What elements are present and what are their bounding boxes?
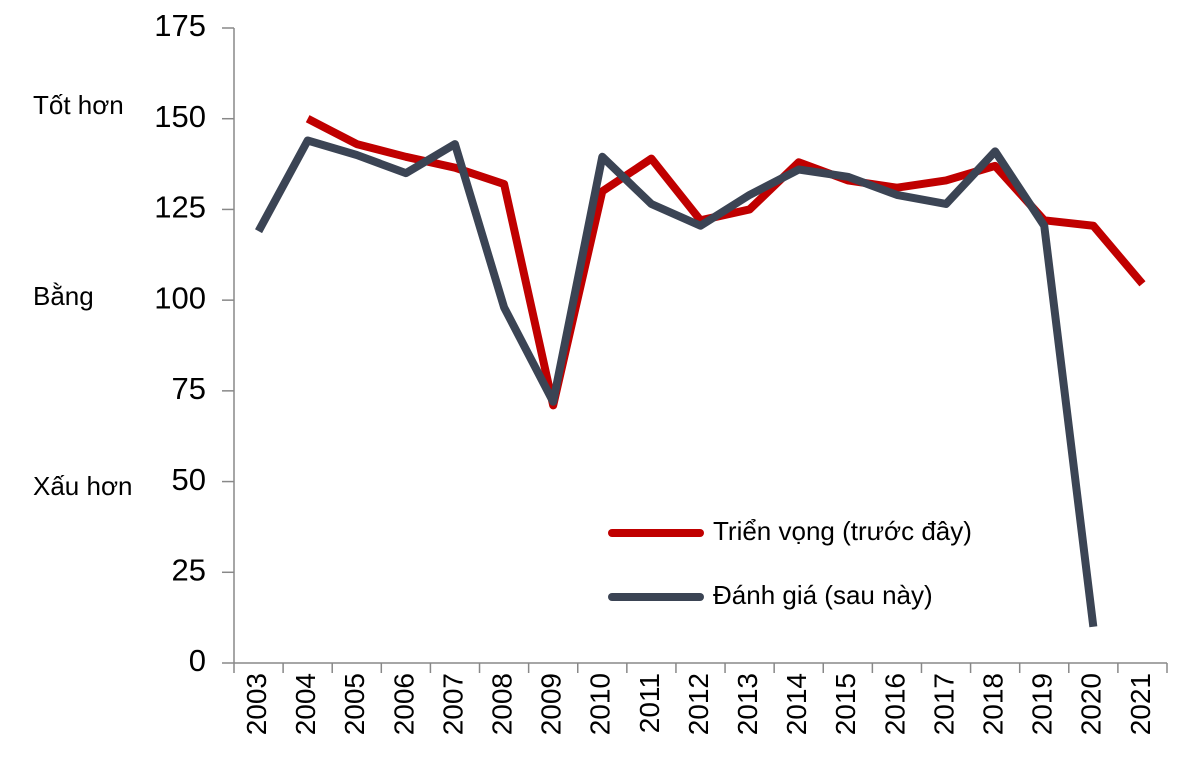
x-tick-label: 2020: [1076, 673, 1107, 735]
y-tick-label: 50: [172, 462, 206, 497]
x-tick-label: 2016: [879, 673, 910, 735]
x-tick-label: 2021: [1125, 673, 1156, 735]
x-tick-label: 2018: [978, 673, 1009, 735]
legend-label: Triển vọng (trước đây): [713, 516, 972, 546]
y-tick-label: 125: [154, 190, 206, 225]
x-tick-label: 2004: [290, 673, 321, 735]
y-tick-label: 0: [189, 643, 206, 678]
y-tick-label: 175: [154, 8, 206, 43]
x-tick-label: 2012: [683, 673, 714, 735]
line-series: [255, 136, 1098, 628]
x-tick-label: 2003: [241, 673, 272, 735]
x-tick-label: 2010: [585, 673, 616, 735]
annotation: Xấu hơn: [33, 471, 132, 501]
annotation: Bằng: [33, 281, 94, 311]
x-tick-label: 2011: [634, 673, 665, 733]
x-tick-label: 2009: [536, 673, 567, 735]
x-tick-label: 2006: [388, 673, 419, 735]
legend-label: Đánh giá (sau này): [713, 580, 933, 610]
annotation: Tốt hơn: [33, 90, 124, 120]
x-tick-label: 2014: [781, 673, 812, 735]
y-tick-label: 150: [154, 99, 206, 134]
x-tick-label: 2015: [830, 673, 861, 735]
y-tick-label: 25: [172, 552, 206, 587]
x-tick-label: 2005: [339, 673, 370, 735]
y-tick-label: 100: [154, 280, 206, 315]
x-tick-label: 2019: [1027, 673, 1058, 735]
x-tick-label: 2007: [437, 673, 468, 735]
x-tick-label: 2017: [928, 673, 959, 735]
y-tick-label: 75: [172, 371, 206, 406]
x-tick-label: 2013: [732, 673, 763, 735]
x-tick-label: 2008: [486, 673, 517, 735]
